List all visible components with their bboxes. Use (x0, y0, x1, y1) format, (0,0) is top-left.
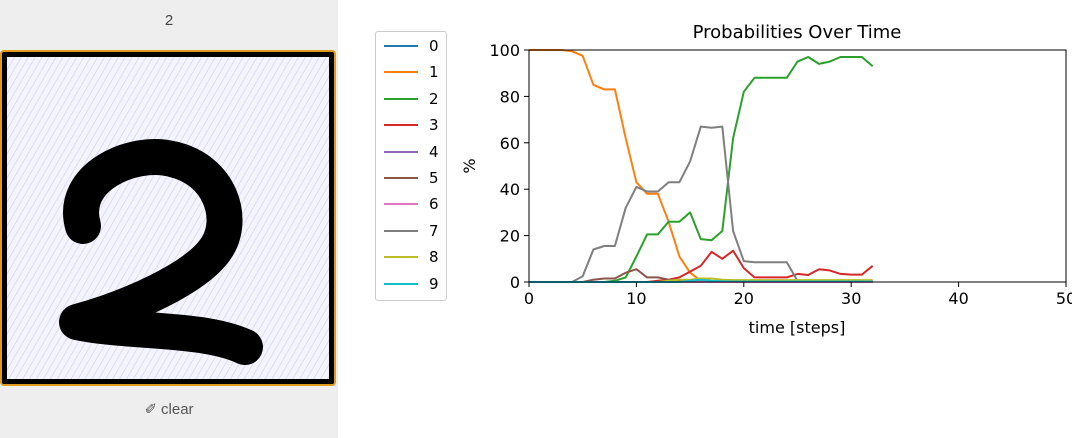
legend-swatch (384, 282, 418, 285)
y-tick-label: 60 (500, 134, 520, 153)
y-tick-label: 100 (489, 41, 520, 60)
chart-legend: 0 1 2 3 4 5 6 7 8 9 (375, 31, 447, 301)
y-tick-label: 20 (500, 227, 520, 246)
legend-label: 6 (429, 195, 439, 214)
legend-label: 5 (429, 169, 439, 187)
series-line-2 (529, 56, 874, 283)
legend-label: 0 (429, 37, 439, 55)
legend-label: 8 (429, 248, 439, 267)
y-tick-label: 0 (510, 273, 520, 292)
legend-label: 7 (429, 221, 439, 240)
legend-swatch (384, 256, 418, 259)
legend-swatch (384, 124, 418, 127)
legend-label: 4 (429, 142, 439, 161)
drawing-canvas[interactable] (0, 50, 336, 386)
legend-label: 2 (429, 89, 439, 108)
x-tick-label: 10 (626, 289, 646, 308)
clear-button-label: clear (161, 401, 194, 418)
legend-swatch (384, 45, 418, 47)
legend-swatch (384, 203, 418, 206)
plot-frame (528, 49, 1067, 283)
plot-area: 0 10 20 30 40 50 0 20 40 60 80 100 (489, 41, 1072, 308)
handwritten-digit-drawing (59, 139, 263, 365)
y-axis-label: % (460, 158, 479, 173)
x-tick-label: 50 (1056, 289, 1072, 308)
x-tick-label: 0 (524, 289, 534, 308)
x-tick-label: 30 (841, 289, 861, 308)
x-tick-label: 20 (734, 289, 754, 308)
series-line-7 (529, 125, 873, 283)
legend-entry-8: 8 (376, 246, 446, 268)
legend-label: 9 (429, 274, 439, 293)
drawing-canvas-surface[interactable] (7, 57, 329, 379)
legend-swatch (384, 177, 418, 179)
legend-swatch (384, 229, 418, 232)
legend-entry-2: 2 (376, 88, 446, 110)
x-tick-label: 40 (948, 289, 968, 308)
legend-entry-6: 6 (376, 193, 446, 215)
eraser-icon: ✐ (144, 401, 158, 418)
legend-entry-4: 4 (376, 141, 446, 163)
legend-entry-5: 5 (376, 167, 446, 189)
legend-entry-1: 1 (376, 61, 446, 83)
series-line-1 (529, 49, 873, 283)
x-axis-label: time [steps] (749, 318, 846, 337)
legend-label: 1 (429, 63, 439, 82)
probability-chart: Probabilities Over Time time [steps] % 0… (460, 22, 1072, 337)
legend-swatch (384, 150, 418, 153)
legend-swatch (384, 97, 418, 100)
legend-swatch (384, 71, 418, 74)
drawing-panel: 2 ✐ clear (0, 0, 338, 438)
legend-label: 3 (429, 116, 439, 135)
legend-entry-7: 7 (376, 220, 446, 242)
legend-entry-9: 9 (376, 273, 446, 295)
y-tick-label: 80 (500, 87, 520, 106)
clear-button[interactable]: ✐ clear (0, 400, 338, 418)
legend-entry-3: 3 (376, 114, 446, 136)
chart-title: Probabilities Over Time (693, 22, 902, 43)
y-tick-label: 40 (500, 180, 520, 199)
legend-entry-0: 0 (376, 35, 446, 57)
prediction-label: 2 (164, 12, 174, 29)
